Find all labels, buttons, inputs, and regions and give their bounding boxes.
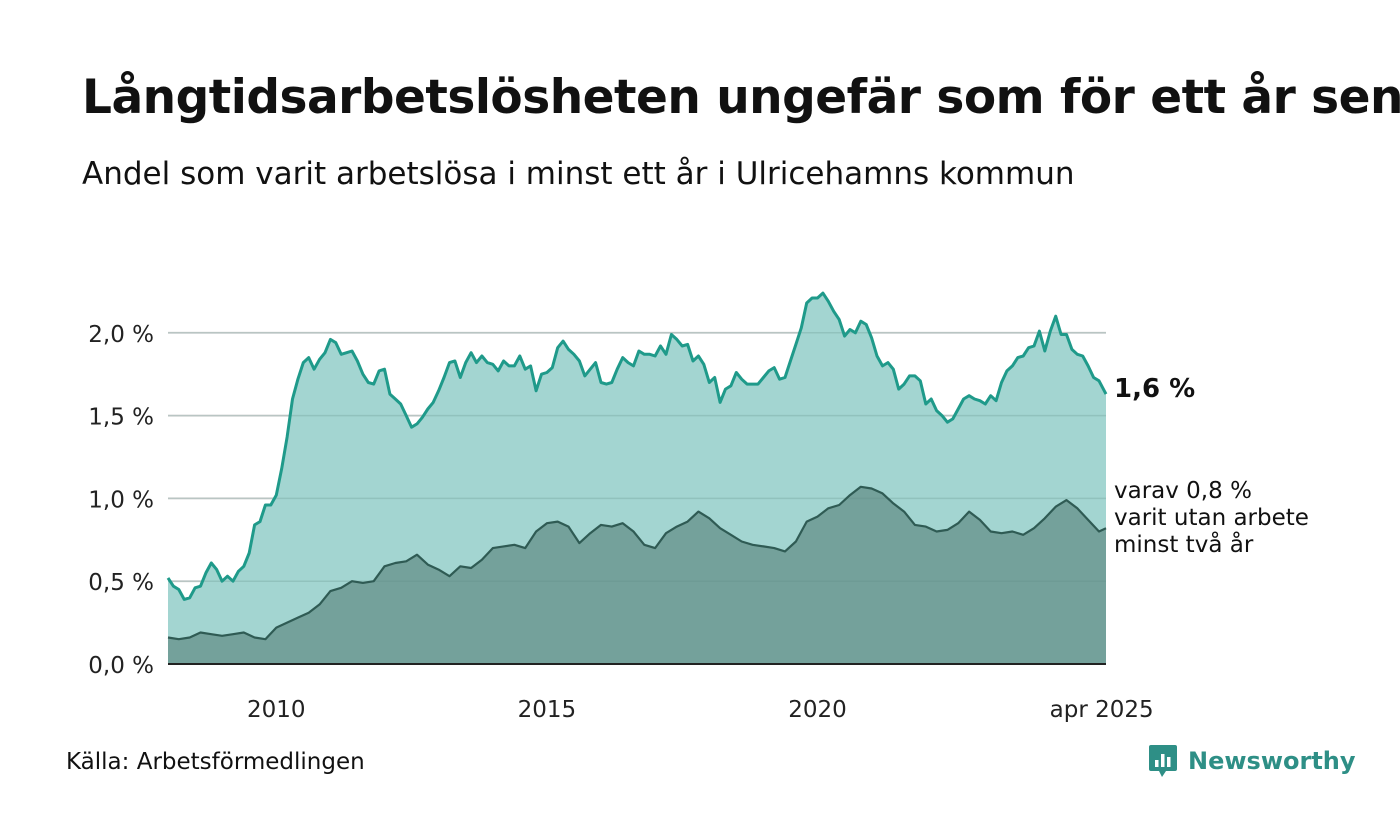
x-tick-label: 2020	[788, 697, 847, 723]
chart-title: Långtidsarbetslösheten ungefär som för e…	[82, 70, 1400, 125]
source-note: Källa: Arbetsförmedlingen	[66, 749, 365, 775]
series-two-year-line	[167, 485, 1107, 641]
chart-subtitle: Andel som varit arbetslösa i minst ett å…	[82, 156, 1075, 192]
x-tick-label: 2010	[247, 697, 306, 723]
y-tick-label: 0,5 %	[88, 570, 154, 596]
series-total-line	[166, 291, 1108, 601]
series-two-year-area	[168, 486, 1106, 664]
series-total-end-label: 1,6 %	[1114, 374, 1195, 404]
y-tick-label: 1,5 %	[88, 405, 154, 431]
y-tick-label: 1,0 %	[88, 487, 154, 513]
series-two-year-end-label-line: varav 0,8 %	[1114, 478, 1252, 504]
series-two-year-end-label: varav 0,8 % varit utan arbete minst två år	[1114, 478, 1309, 558]
newsworthy-icon	[1149, 745, 1177, 777]
series-two-year-end-label-line: minst två år	[1114, 530, 1254, 558]
x-tick-label: 2015	[518, 697, 577, 723]
x-tick-label: apr 2025	[1050, 697, 1154, 723]
brand-name: Newsworthy	[1188, 747, 1356, 775]
y-tick-label: 0,0 %	[88, 653, 154, 679]
brand-logo: Newsworthy	[1148, 744, 1356, 778]
series-two-year-end-label-line: varit utan arbete	[1114, 505, 1309, 531]
y-tick-label: 2,0 %	[88, 322, 154, 348]
